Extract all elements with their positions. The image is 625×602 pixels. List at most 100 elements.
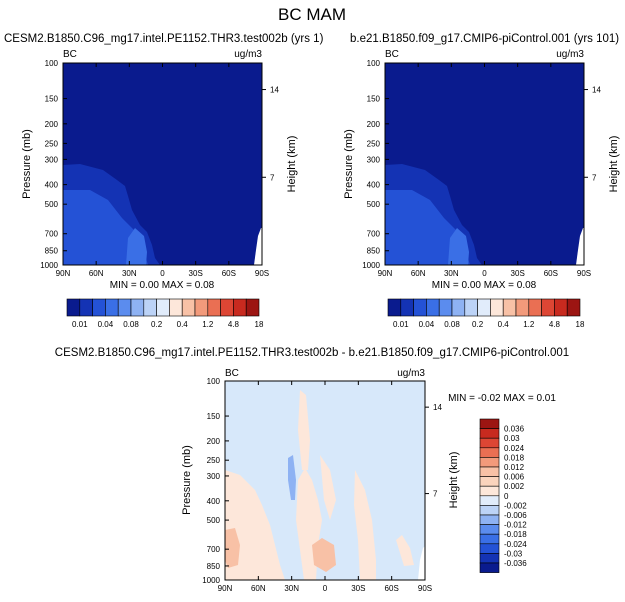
y2-tick-label: 14 [270, 86, 279, 95]
colorbar-label: 0.04 [98, 320, 114, 329]
y-tick-label: 400 [207, 497, 221, 506]
colorbar-label: 1.2 [523, 320, 535, 329]
y-tick-label: 850 [367, 247, 381, 256]
colorbar-swatch [490, 298, 504, 317]
y-tick-label: 500 [207, 516, 221, 525]
panel-2-var-label: BC [385, 49, 399, 60]
colorbar-label: 0.2 [151, 320, 163, 329]
panel-2: b.e21.B1850.f09_g17.CMIP6-piControl.001 … [343, 33, 620, 291]
x-tick-label: 0 [323, 584, 328, 593]
colorbar-label: 0.03 [504, 434, 520, 443]
panel-2-terrain-mask [576, 228, 584, 265]
x-tick-label: 60S [385, 584, 399, 593]
y-tick-label: 300 [367, 155, 381, 164]
colorbar-swatch [515, 298, 530, 317]
y-tick-label: 150 [367, 95, 381, 104]
y-tick-label: 200 [207, 437, 221, 446]
colorbar-label: 18 [576, 320, 585, 329]
x-tick-label: 90N [56, 269, 71, 278]
y-tick-label: 850 [45, 247, 59, 256]
y-tick-label: 700 [367, 230, 381, 239]
colorbar-label: 0.2 [472, 320, 484, 329]
colorbar-label: 0.01 [72, 320, 88, 329]
x-tick-label: 90S [577, 269, 591, 278]
x-tick-label: 30S [189, 269, 203, 278]
y-tick-label: 500 [367, 200, 381, 209]
y2-tick-label: 7 [433, 490, 438, 499]
panel-3-positive-surface [225, 528, 240, 568]
colorbar-swatch [130, 298, 145, 317]
colorbar-swatch [479, 524, 500, 535]
colorbar-label: 0.08 [444, 320, 460, 329]
panel-1-ylabel: Pressure (mb) [21, 129, 33, 199]
y-tick-label: 1000 [202, 576, 220, 585]
y-tick-label: 1000 [362, 261, 380, 270]
colorbar-swatch [479, 553, 500, 564]
colorbar-label: 0.002 [504, 482, 525, 491]
y-tick-label: 150 [207, 412, 221, 421]
colorbar-label: 0.006 [504, 473, 525, 482]
x-tick-label: 30S [351, 584, 365, 593]
colorbar-label: 0.018 [504, 453, 525, 462]
y2-tick-label: 7 [270, 173, 275, 182]
colorbar-label: 0.04 [419, 320, 435, 329]
panel-3-terrain-mask [418, 546, 425, 580]
panel-3: CESM2.B1850.C96_mg17.intel.PE1152.THR3.t… [55, 347, 569, 593]
y-tick-label: 500 [45, 200, 59, 209]
colorbar-label: 1.2 [202, 320, 214, 329]
panel-2-contour-high [448, 228, 469, 265]
colorbar-swatch [479, 495, 500, 506]
colorbar-swatch [169, 298, 183, 317]
panel-3-positive-region-south [396, 535, 414, 566]
x-tick-label: 90S [255, 269, 269, 278]
colorbar-swatch [502, 298, 517, 317]
colorbar-swatch [566, 298, 581, 317]
panel-1-var-label: BC [63, 49, 77, 60]
colorbar-swatch [479, 466, 500, 477]
y-tick-label: 300 [45, 155, 59, 164]
panel-2-stats: MIN = 0.00 MAX = 0.08 [432, 280, 537, 291]
panel-1-y2label: Height (km) [286, 136, 298, 193]
y-tick-label: 700 [45, 230, 59, 239]
y-tick-label: 250 [367, 139, 381, 148]
colorbar-swatch [479, 485, 500, 497]
colorbar-label: 4.8 [549, 320, 561, 329]
colorbar-label: -0.012 [504, 521, 527, 530]
y2-tick-label: 14 [592, 86, 601, 95]
panel-3-positive-region-sh [354, 470, 376, 580]
colorbar-label: -0.036 [504, 559, 527, 568]
colorbar-label: 0.4 [498, 320, 510, 329]
y2-tick-label: 14 [433, 403, 442, 412]
colorbar-swatch [479, 543, 500, 554]
colorbar-swatch [233, 298, 247, 317]
panel-2-ylabel: Pressure (mb) [343, 129, 355, 199]
colorbar-swatch [92, 298, 106, 317]
colorbar-swatch [156, 298, 170, 317]
colorbar-label: 0.024 [504, 444, 525, 453]
figure-title: BC MAM [278, 5, 346, 24]
y2-tick-label: 7 [592, 173, 597, 182]
colorbar-swatch [438, 298, 453, 317]
panel-1-title: CESM2.B1850.C96_mg17.intel.PE1152.THR3.t… [4, 33, 324, 45]
panel-3-stats: MIN = -0.02 MAX = 0.01 [448, 393, 556, 404]
colorbar-swatch [413, 298, 427, 317]
x-tick-label: 90S [418, 584, 432, 593]
panel-2-y2label: Height (km) [608, 136, 620, 193]
colorbar-label: 18 [255, 320, 264, 329]
y-tick-label: 100 [367, 59, 381, 68]
colorbar-label: 0 [504, 492, 509, 501]
panel-1-contour-surface [63, 230, 96, 265]
x-tick-label: 60N [411, 269, 426, 278]
y-tick-label: 300 [207, 472, 221, 481]
x-tick-label: 0 [160, 269, 165, 278]
y-tick-label: 100 [207, 377, 221, 386]
x-tick-label: 30N [284, 584, 299, 593]
colorbar-swatch [464, 298, 478, 317]
colorbar-swatch [554, 298, 568, 317]
colorbar-swatch [181, 298, 196, 317]
y-tick-label: 250 [207, 456, 221, 465]
colorbar-swatch [105, 298, 119, 317]
colorbar-label: 0.08 [123, 320, 139, 329]
panel-2-title: b.e21.B1850.f09_g17.CMIP6-piControl.001 … [350, 33, 619, 45]
panel-3-ylabel: Pressure (mb) [181, 445, 193, 515]
